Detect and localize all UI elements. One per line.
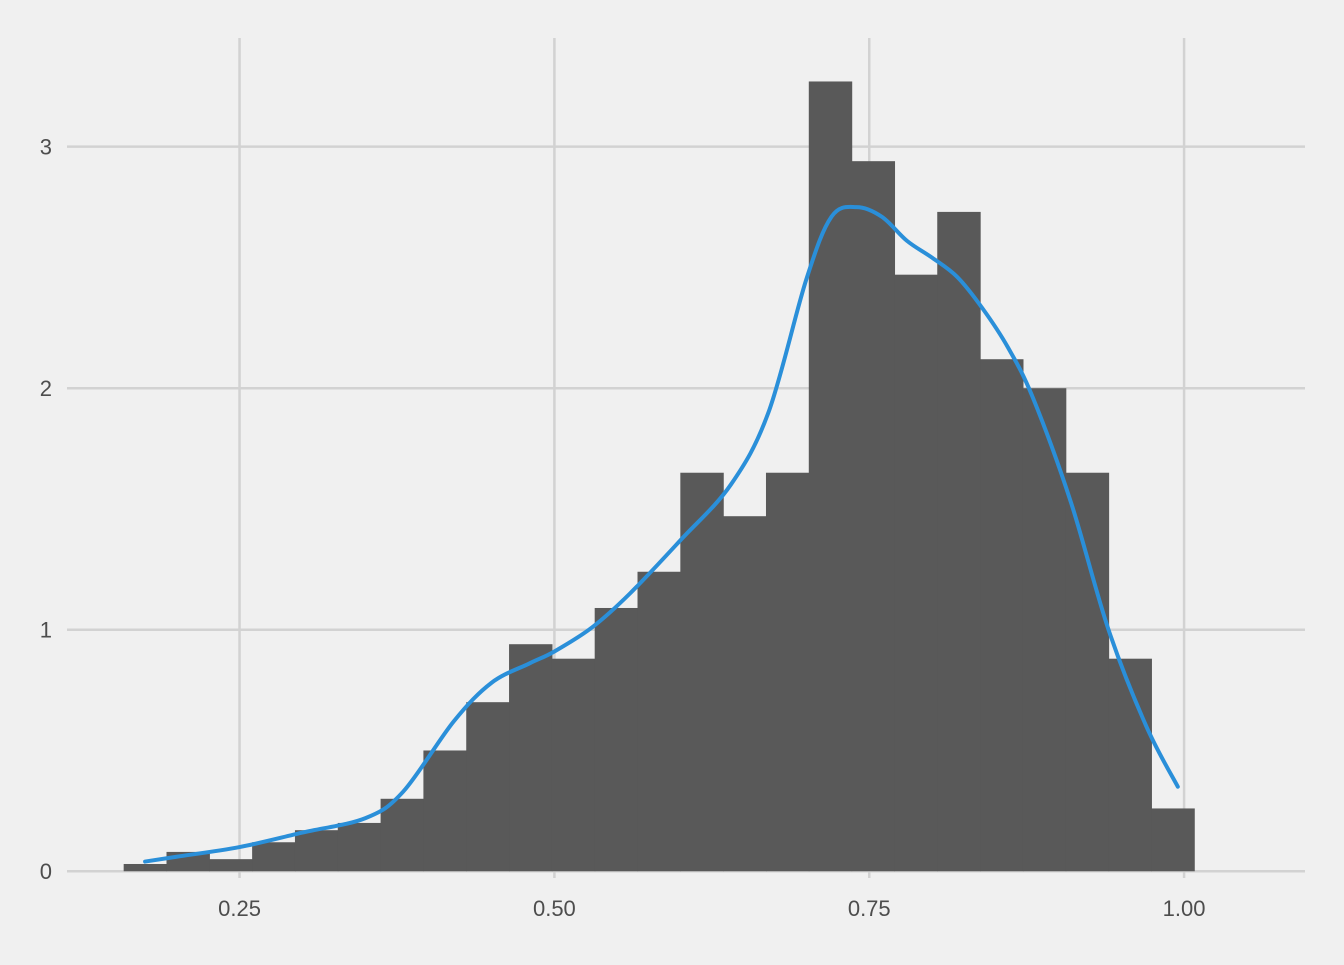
histogram-bars xyxy=(123,81,1195,872)
histogram-bar xyxy=(680,472,724,872)
histogram-bar xyxy=(894,274,938,872)
y-tick-label: 1 xyxy=(40,618,52,643)
histogram-bar xyxy=(380,798,425,872)
histogram-bar xyxy=(723,516,767,872)
histogram-bar xyxy=(937,211,981,872)
histogram-bar xyxy=(1108,658,1152,872)
x-tick-label: 1.00 xyxy=(1163,896,1206,921)
y-tick-label: 0 xyxy=(40,859,52,884)
histogram-bar xyxy=(466,702,510,872)
x-axis-ticks: 0.25 0.50 0.75 1.00 xyxy=(218,896,1205,921)
histogram-bar xyxy=(808,81,853,872)
histogram-bar xyxy=(765,472,810,872)
histogram-bar xyxy=(551,658,596,872)
histogram-bar xyxy=(1151,808,1195,872)
histogram-bar xyxy=(252,842,296,872)
density-curve-layer xyxy=(143,204,1180,864)
histogram-bar xyxy=(980,359,1024,872)
histogram-bar xyxy=(1022,388,1067,872)
y-tick-label: 3 xyxy=(40,135,52,160)
histogram-bar xyxy=(337,822,382,872)
histogram-bar xyxy=(851,161,896,872)
histogram-bar xyxy=(123,863,168,872)
y-tick-label: 2 xyxy=(40,376,52,401)
density-curve xyxy=(143,204,1180,864)
histogram-bar xyxy=(1065,472,1110,872)
histogram-bar xyxy=(423,750,467,872)
histogram-bar xyxy=(209,859,253,872)
x-tick-label: 0.25 xyxy=(218,896,261,921)
x-tick-label: 0.75 xyxy=(848,896,891,921)
y-axis-ticks: 0 1 2 3 xyxy=(40,135,52,885)
histogram-bar xyxy=(509,644,553,872)
histogram-bar xyxy=(637,571,681,872)
histogram-bar xyxy=(594,607,639,872)
x-tick-label: 0.50 xyxy=(533,896,576,921)
histogram-bar xyxy=(294,830,339,872)
